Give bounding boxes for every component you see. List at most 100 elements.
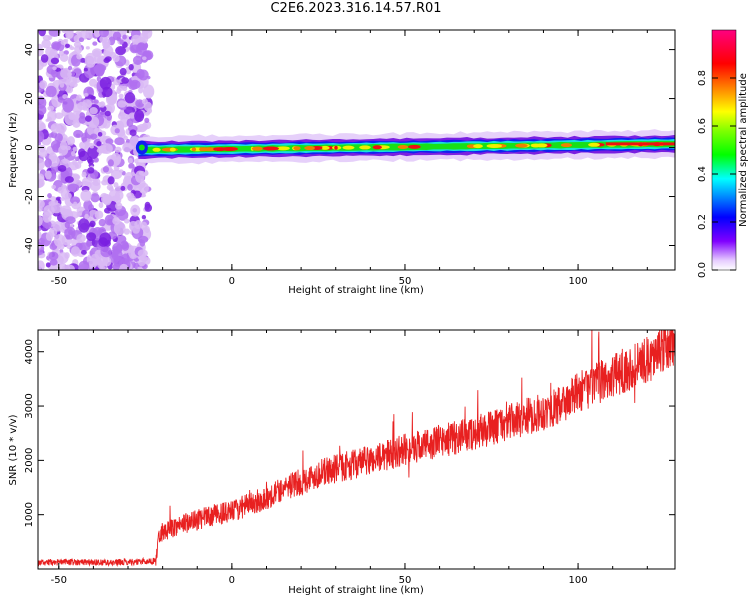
noise-blob — [47, 35, 53, 40]
noise-blob — [87, 145, 99, 159]
noise-blob — [100, 246, 112, 258]
noise-blob — [144, 117, 150, 124]
noise-blob — [114, 128, 120, 134]
noise-blob — [110, 169, 123, 180]
noise-blob — [64, 192, 72, 200]
noise-blob — [103, 194, 112, 206]
noise-blob — [76, 53, 83, 60]
signal-core — [251, 146, 262, 151]
noise-blob — [68, 112, 75, 121]
noise-blob — [99, 101, 106, 108]
signal-core — [359, 145, 371, 150]
noise-blob — [101, 179, 108, 186]
noise-blob — [38, 135, 43, 143]
noise-blob — [142, 121, 152, 130]
noise-blob — [50, 57, 60, 65]
noise-blob — [135, 126, 144, 132]
noise-blob — [60, 68, 72, 79]
noise-blob — [73, 41, 82, 48]
noise-blob — [41, 39, 51, 49]
noise-blob — [87, 204, 95, 211]
noise-blob — [72, 146, 78, 152]
noise-blob — [121, 253, 130, 265]
colorbar-label: Normalized spectral amplitude — [738, 73, 749, 227]
noise-blob — [42, 211, 52, 223]
spectrogram-frame — [37, 29, 676, 271]
noise-blob — [111, 249, 123, 262]
snr-ylabel: SNR (10 * v/v) — [8, 414, 19, 485]
signal-core — [397, 144, 409, 149]
noise-blob — [142, 56, 147, 61]
noise-blob — [49, 259, 58, 266]
snr-panel: -50 0 50 100 1000 2000 3000 4000 Height of stra… — [8, 329, 676, 596]
y-tick-label: 4000 — [24, 339, 35, 364]
noise-blob — [132, 55, 143, 65]
noise-blob — [141, 30, 151, 34]
noise-blob — [65, 43, 70, 49]
noise-blob — [121, 77, 129, 84]
noise-blob — [49, 49, 58, 57]
signal-core — [473, 144, 483, 149]
noise-blob — [97, 262, 104, 269]
noise-blob — [70, 246, 81, 257]
noise-blob — [65, 86, 74, 94]
signal-core — [560, 143, 573, 148]
noise-blob — [136, 68, 145, 79]
noise-blob — [124, 218, 130, 224]
noise-blob — [85, 46, 90, 50]
signal-core — [320, 145, 330, 150]
noise-blob — [98, 202, 104, 209]
spectrogram-panel: -50 0 50 100 -40 -20 0 20 40 Height of straight … — [8, 29, 676, 296]
noise-blob — [69, 196, 81, 205]
noise-blob — [40, 54, 49, 63]
signal-core — [191, 147, 197, 152]
colorbar-tick-label: 0.6 — [697, 118, 708, 134]
snr-series-line — [38, 330, 675, 568]
noise-blob — [120, 185, 126, 191]
noise-blob — [119, 67, 127, 76]
noise-blob — [83, 93, 89, 97]
noise-blob — [67, 183, 80, 193]
colorbar: 0.0 0.2 0.4 0.6 0.8 Normalized spectral ampl… — [697, 29, 749, 278]
y-tick-label: -40 — [24, 237, 35, 253]
noise-blob — [69, 81, 78, 88]
noise-blob — [104, 110, 111, 117]
noise-blob — [79, 112, 86, 119]
noise-blob — [138, 170, 145, 176]
noise-blob — [65, 216, 76, 224]
noise-blob — [84, 141, 90, 147]
noise-blob — [124, 92, 136, 104]
noise-blob — [59, 205, 72, 216]
signal-onset-core — [138, 144, 145, 151]
noise-blob — [54, 133, 63, 143]
noise-blob — [102, 256, 112, 267]
noise-blob — [38, 226, 42, 232]
noise-blob — [86, 239, 92, 248]
y-tick-label: -20 — [24, 188, 35, 204]
noise-blob — [122, 34, 127, 40]
noise-blob — [61, 30, 67, 34]
signal-core — [262, 146, 279, 151]
noise-blob — [92, 50, 101, 57]
noise-blob — [87, 167, 95, 174]
noise-blob — [89, 145, 94, 149]
noise-blob — [115, 202, 123, 210]
noise-blob — [38, 59, 44, 71]
noise-blob — [74, 161, 82, 169]
noise-blob — [38, 264, 42, 270]
spectrogram-ylabel: Frequency (Hz) — [8, 112, 19, 188]
noise-blob — [63, 264, 75, 270]
noise-blob — [99, 30, 109, 38]
noise-blob — [129, 79, 141, 90]
noise-blob — [138, 182, 149, 195]
noise-blob — [90, 193, 100, 203]
noise-blob — [55, 196, 62, 201]
noise-blob — [89, 181, 101, 192]
signal-core — [486, 143, 502, 148]
signal-core — [334, 145, 338, 150]
signal-core — [152, 147, 161, 152]
snr-axes: -50 0 50 100 1000 2000 3000 4000 — [24, 330, 675, 586]
noise-blob — [82, 99, 93, 109]
noise-blob — [47, 105, 55, 111]
noise-blob — [38, 173, 45, 184]
